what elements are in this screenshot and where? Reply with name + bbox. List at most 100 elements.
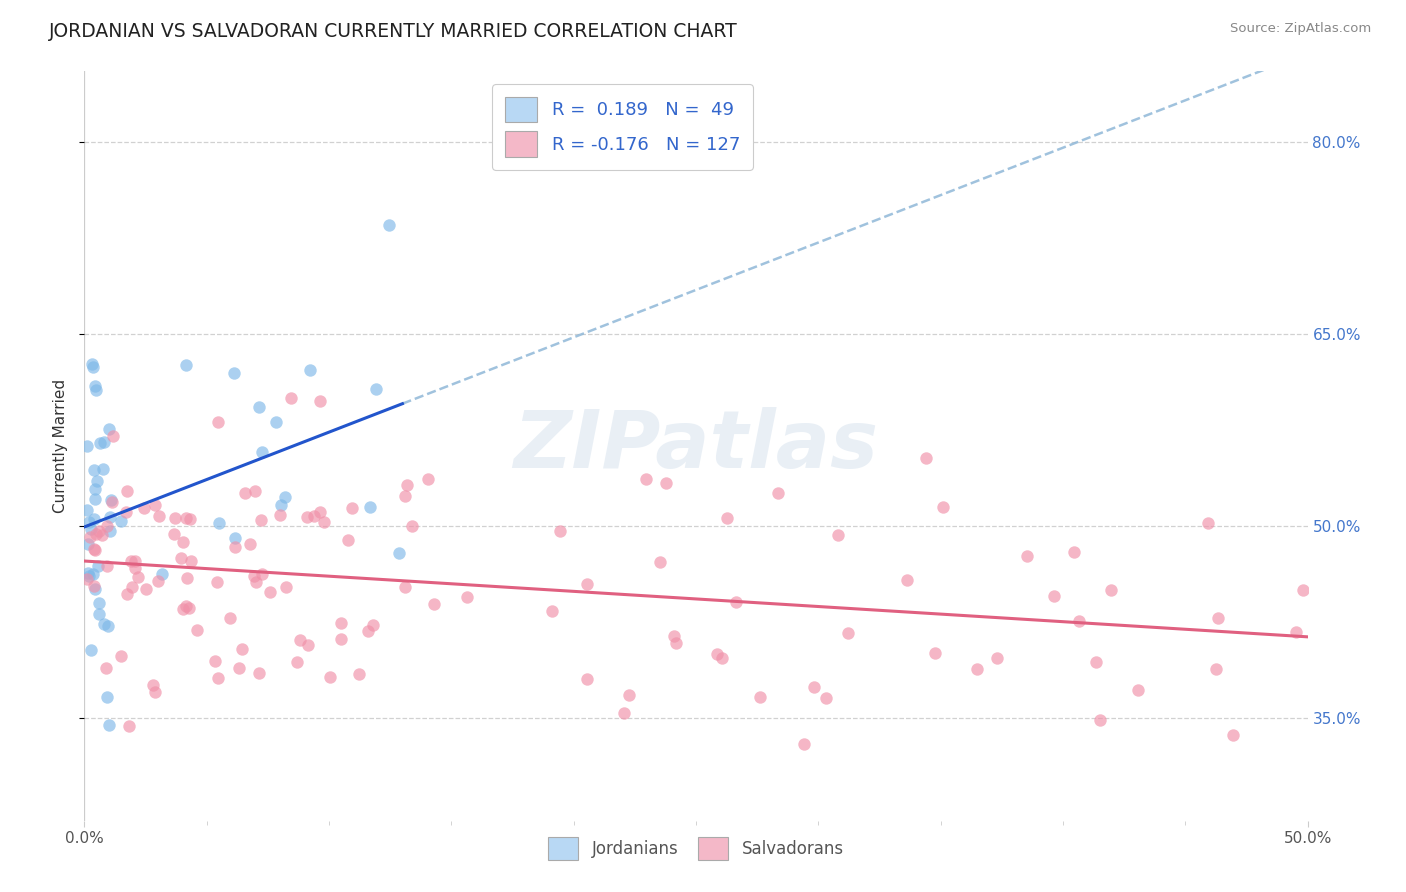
Point <box>89 607 111 621</box>
Text: ZIPatlas: ZIPatlas <box>513 407 879 485</box>
Point <box>329 632 352 646</box>
Point <box>280 391 302 405</box>
Point <box>249 513 271 527</box>
Point <box>1206 611 1229 625</box>
Point <box>163 511 186 525</box>
Point <box>127 570 149 584</box>
Point <box>231 641 253 656</box>
Point <box>170 550 193 565</box>
Point <box>83 463 105 477</box>
Point <box>115 484 138 499</box>
Point <box>295 510 318 524</box>
Point <box>98 509 121 524</box>
Point <box>84 542 107 557</box>
Point <box>163 527 186 541</box>
Point <box>837 626 859 640</box>
Point <box>91 461 114 475</box>
Point <box>309 394 332 409</box>
Point <box>1063 545 1085 559</box>
Point <box>110 649 132 664</box>
Point <box>1126 683 1149 698</box>
Point <box>84 383 107 397</box>
Point <box>174 599 197 613</box>
Point <box>725 595 748 609</box>
Point <box>84 582 107 596</box>
Point <box>79 530 101 544</box>
Point <box>1090 714 1112 728</box>
Point <box>117 587 139 601</box>
Point <box>97 619 120 633</box>
Point <box>124 561 146 575</box>
Point <box>986 651 1008 665</box>
Point <box>259 585 281 599</box>
Point <box>76 438 98 452</box>
Point <box>575 673 598 687</box>
Point <box>664 636 686 650</box>
Point <box>207 415 229 429</box>
Point <box>96 558 118 573</box>
Point <box>401 519 423 533</box>
Point <box>76 572 98 586</box>
Point <box>347 667 370 681</box>
Point <box>924 646 946 660</box>
Point <box>931 500 953 514</box>
Point <box>394 580 416 594</box>
Point <box>1197 516 1219 531</box>
Point <box>120 554 142 568</box>
Point <box>269 508 291 522</box>
Point <box>177 601 200 615</box>
Point <box>243 569 266 583</box>
Point <box>86 474 108 488</box>
Point <box>803 680 825 694</box>
Point <box>966 661 988 675</box>
Point <box>98 524 121 538</box>
Point <box>1292 582 1315 597</box>
Point <box>80 357 103 371</box>
Point <box>648 555 671 569</box>
Point <box>87 524 110 538</box>
Point <box>748 690 770 704</box>
Point <box>233 486 256 500</box>
Point <box>89 436 111 450</box>
Point <box>314 515 336 529</box>
Point <box>84 482 107 496</box>
Point <box>1067 614 1090 628</box>
Point <box>716 511 738 525</box>
Point <box>132 501 155 516</box>
Point <box>86 527 108 541</box>
Point <box>93 434 115 449</box>
Point <box>827 527 849 541</box>
Point <box>814 691 837 706</box>
Point <box>76 502 98 516</box>
Point <box>86 559 108 574</box>
Point <box>150 567 173 582</box>
Point <box>245 575 267 590</box>
Point <box>80 643 103 657</box>
Point <box>94 661 117 675</box>
Point <box>613 706 636 721</box>
Point <box>1015 549 1038 563</box>
Point <box>710 651 733 665</box>
Point <box>636 472 658 486</box>
Point <box>79 568 101 582</box>
Point <box>319 669 342 683</box>
Point <box>82 359 104 374</box>
Point <box>247 400 270 414</box>
Point <box>247 666 270 681</box>
Point <box>576 577 599 591</box>
Point <box>146 574 169 588</box>
Point <box>114 505 136 519</box>
Point <box>357 624 380 639</box>
Point <box>98 717 121 731</box>
Point <box>359 500 381 514</box>
Point <box>208 516 231 531</box>
Point <box>93 617 115 632</box>
Point <box>118 719 141 733</box>
Point <box>274 581 297 595</box>
Text: JORDANIAN VS SALVADORAN CURRENTLY MARRIED CORRELATION CHART: JORDANIAN VS SALVADORAN CURRENTLY MARRIE… <box>49 22 738 41</box>
Text: Source: ZipAtlas.com: Source: ZipAtlas.com <box>1230 22 1371 36</box>
Point <box>135 582 157 596</box>
Point <box>84 378 107 392</box>
Point <box>662 629 685 643</box>
Point <box>172 534 194 549</box>
